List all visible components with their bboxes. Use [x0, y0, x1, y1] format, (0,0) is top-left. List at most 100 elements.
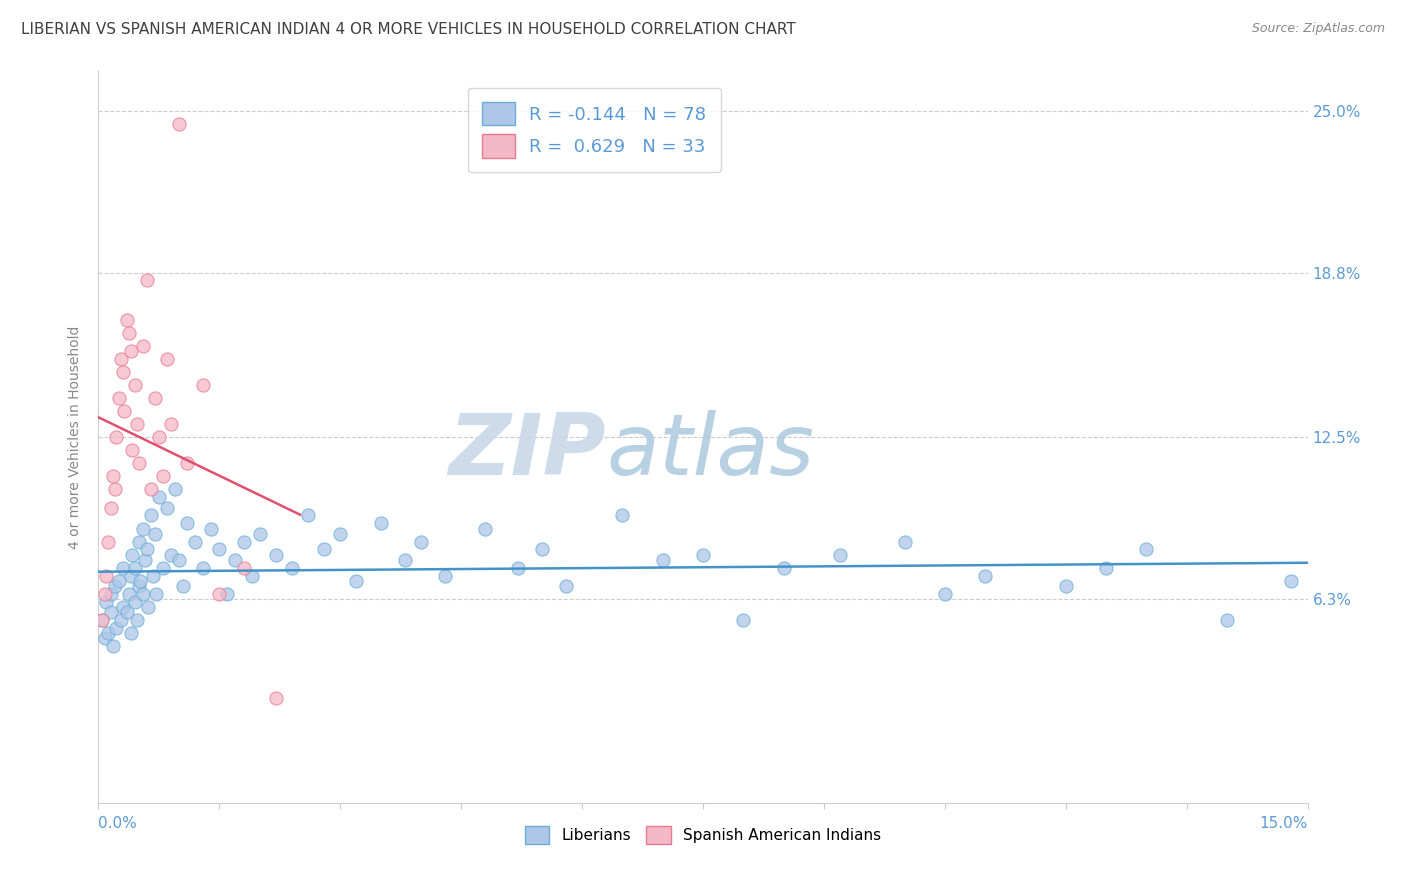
Point: [1216, 613, 1239, 627]
Y-axis label: 4 or more Vehicles in Household: 4 or more Vehicles in Household: [69, 326, 83, 549]
Point: [193, 377, 215, 392]
Point: [249, 526, 271, 541]
Point: [208, 542, 231, 557]
Point: [132, 587, 155, 601]
Point: [100, 587, 122, 601]
Point: [224, 553, 246, 567]
Point: [135, 542, 157, 557]
Point: [344, 574, 367, 588]
Point: [152, 469, 174, 483]
Point: [232, 534, 254, 549]
Point: [297, 508, 319, 523]
Point: [156, 351, 179, 366]
Point: [121, 443, 143, 458]
Point: [94, 632, 117, 646]
Point: [148, 430, 170, 444]
Point: [160, 548, 183, 562]
Point: [193, 560, 215, 574]
Point: [94, 587, 117, 601]
Point: [107, 574, 129, 588]
Point: [200, 521, 222, 535]
Point: [612, 508, 634, 523]
Point: [142, 568, 165, 582]
Point: [127, 417, 149, 431]
Point: [172, 579, 194, 593]
Point: [96, 594, 118, 608]
Point: [828, 548, 851, 562]
Point: [692, 548, 714, 562]
Point: [105, 621, 128, 635]
Point: [111, 560, 134, 574]
Point: [139, 508, 162, 523]
Text: LIBERIAN VS SPANISH AMERICAN INDIAN 4 OR MORE VEHICLES IN HOUSEHOLD CORRELATION : LIBERIAN VS SPANISH AMERICAN INDIAN 4 OR…: [21, 22, 796, 37]
Point: [651, 553, 673, 567]
Point: [121, 548, 143, 562]
Point: [370, 516, 392, 531]
Point: [120, 626, 142, 640]
Point: [217, 587, 239, 601]
Point: [97, 626, 120, 640]
Point: [128, 579, 150, 593]
Point: [152, 560, 174, 574]
Point: [772, 560, 794, 574]
Point: [103, 579, 125, 593]
Point: [105, 430, 128, 444]
Point: [134, 553, 156, 567]
Point: [474, 521, 496, 535]
Point: [91, 613, 114, 627]
Point: [176, 456, 198, 470]
Legend: Liberians, Spanish American Indians: Liberians, Spanish American Indians: [519, 820, 887, 850]
Point: [232, 560, 254, 574]
Point: [934, 587, 956, 601]
Point: [176, 516, 198, 531]
Point: [314, 542, 336, 557]
Point: [112, 404, 135, 418]
Point: [110, 351, 132, 366]
Point: [1281, 574, 1303, 588]
Point: [115, 312, 138, 326]
Point: [167, 117, 190, 131]
Point: [118, 587, 141, 601]
Point: [163, 483, 186, 497]
Point: [281, 560, 304, 574]
Point: [115, 605, 138, 619]
Point: [434, 568, 457, 582]
Point: [1054, 579, 1077, 593]
Point: [128, 534, 150, 549]
Point: [101, 469, 124, 483]
Point: [132, 339, 155, 353]
Point: [96, 568, 118, 582]
Point: [120, 568, 142, 582]
Point: [555, 579, 578, 593]
Point: [101, 639, 124, 653]
Point: [97, 534, 120, 549]
Text: ZIP: ZIP: [449, 410, 606, 493]
Point: [143, 391, 166, 405]
Point: [124, 594, 146, 608]
Point: [91, 613, 114, 627]
Point: [124, 377, 146, 392]
Point: [132, 521, 155, 535]
Point: [530, 542, 553, 557]
Point: [135, 273, 157, 287]
Point: [145, 587, 167, 601]
Point: [394, 553, 416, 567]
Text: Source: ZipAtlas.com: Source: ZipAtlas.com: [1251, 22, 1385, 36]
Point: [110, 613, 132, 627]
Point: [139, 483, 162, 497]
Point: [329, 526, 352, 541]
Point: [1135, 542, 1157, 557]
Point: [100, 605, 122, 619]
Point: [240, 568, 263, 582]
Point: [184, 534, 207, 549]
Point: [974, 568, 997, 582]
Point: [143, 526, 166, 541]
Point: [893, 534, 915, 549]
Point: [124, 560, 146, 574]
Point: [128, 456, 150, 470]
Point: [138, 599, 160, 614]
Text: atlas: atlas: [606, 410, 814, 493]
Point: [111, 365, 134, 379]
Point: [1095, 560, 1118, 574]
Point: [156, 500, 179, 515]
